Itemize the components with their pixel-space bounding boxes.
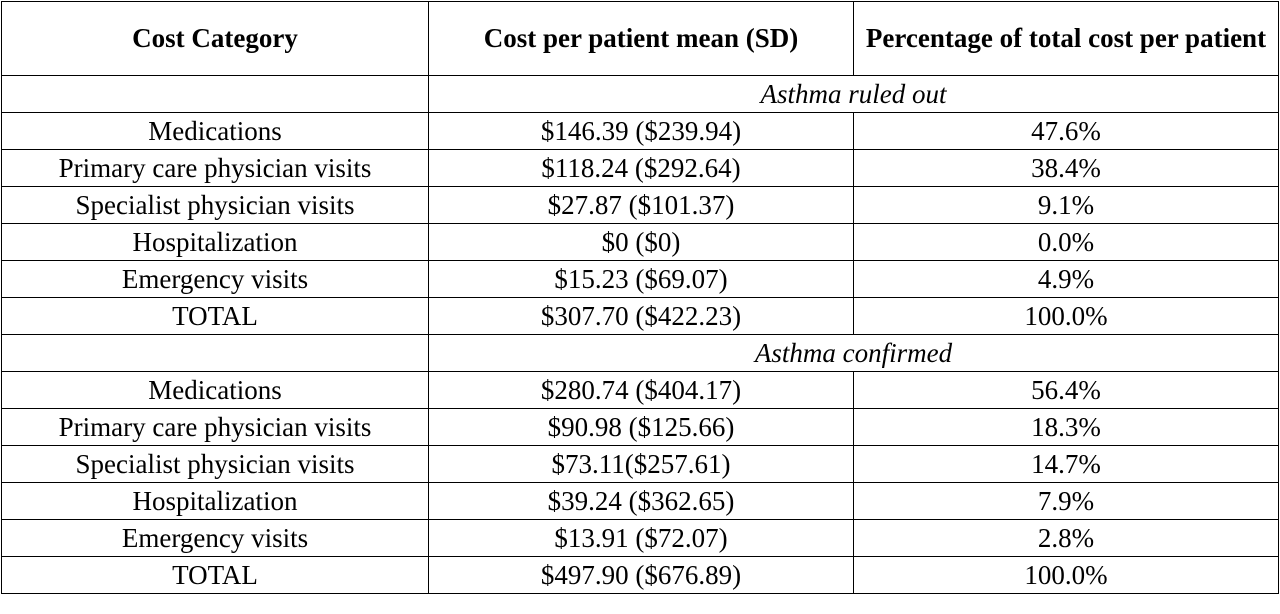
table-row: Emergency visits $15.23 ($69.07) 4.9% <box>1 260 1279 298</box>
table-row: Primary care physician visits $118.24 ($2… <box>1 149 1279 187</box>
cell-category: Hospitalization <box>1 482 429 520</box>
cell-percent: 9.1% <box>853 186 1279 224</box>
cell-category: TOTAL <box>1 297 429 335</box>
cell-cost: $39.24 ($362.65) <box>428 482 854 520</box>
table-row: Medications $146.39 ($239.94) 47.6% <box>1 112 1279 150</box>
cell-category: Emergency visits <box>1 519 429 557</box>
section-empty-cell <box>1 334 429 372</box>
cell-cost: $90.98 ($125.66) <box>428 408 854 446</box>
cell-percent: 47.6% <box>853 112 1279 150</box>
section-label: Asthma confirmed <box>428 334 1279 372</box>
cell-cost: $307.70 ($422.23) <box>428 297 854 335</box>
cell-cost: $280.74 ($404.17) <box>428 371 854 409</box>
cell-percent: 56.4% <box>853 371 1279 409</box>
cell-category: Medications <box>1 371 429 409</box>
cell-category: TOTAL <box>1 556 429 594</box>
cell-cost: $0 ($0) <box>428 223 854 261</box>
section-label: Asthma ruled out <box>428 75 1279 113</box>
cell-category: Hospitalization <box>1 223 429 261</box>
header-cost-category: Cost Category <box>1 1 429 76</box>
table-row: Hospitalization $39.24 ($362.65) 7.9% <box>1 482 1279 520</box>
cell-cost: $146.39 ($239.94) <box>428 112 854 150</box>
table-row: Specialist physician visits $73.11($257.6… <box>1 445 1279 483</box>
cell-percent: 18.3% <box>853 408 1279 446</box>
table-row: TOTAL $497.90 ($676.89) 100.0% <box>1 556 1279 594</box>
header-row: Cost Category Cost per patient mean (SD)… <box>1 1 1279 76</box>
cell-cost: $15.23 ($69.07) <box>428 260 854 298</box>
section-row: Asthma ruled out <box>1 75 1279 113</box>
cost-table: Cost Category Cost per patient mean (SD)… <box>1 1 1279 594</box>
header-cost-per-patient: Cost per patient mean (SD) <box>428 1 854 76</box>
table-row: Hospitalization $0 ($0) 0.0% <box>1 223 1279 261</box>
cell-category: Medications <box>1 112 429 150</box>
table-row: Emergency visits $13.91 ($72.07) 2.8% <box>1 519 1279 557</box>
header-percentage-total: Percentage of total cost per patient <box>853 1 1279 76</box>
cell-cost: $27.87 ($101.37) <box>428 186 854 224</box>
cell-percent: 14.7% <box>853 445 1279 483</box>
cell-percent: 7.9% <box>853 482 1279 520</box>
cell-percent: 100.0% <box>853 556 1279 594</box>
cell-cost: $13.91 ($72.07) <box>428 519 854 557</box>
cell-percent: 2.8% <box>853 519 1279 557</box>
table-row: TOTAL $307.70 ($422.23) 100.0% <box>1 297 1279 335</box>
section-row: Asthma confirmed <box>1 334 1279 372</box>
table-row: Specialist physician visits $27.87 ($101.… <box>1 186 1279 224</box>
cell-category: Primary care physician visits <box>1 408 429 446</box>
cell-percent: 100.0% <box>853 297 1279 335</box>
cell-cost: $73.11($257.61) <box>428 445 854 483</box>
cell-category: Specialist physician visits <box>1 445 429 483</box>
cell-category: Specialist physician visits <box>1 186 429 224</box>
cell-category: Emergency visits <box>1 260 429 298</box>
cell-category: Primary care physician visits <box>1 149 429 187</box>
cell-percent: 4.9% <box>853 260 1279 298</box>
cell-cost: $497.90 ($676.89) <box>428 556 854 594</box>
cell-percent: 0.0% <box>853 223 1279 261</box>
cell-cost: $118.24 ($292.64) <box>428 149 854 187</box>
table-row: Primary care physician visits $90.98 ($12… <box>1 408 1279 446</box>
section-empty-cell <box>1 75 429 113</box>
table-body: Asthma ruled out Medications $146.39 ($239… <box>1 75 1279 594</box>
table-row: Medications $280.74 ($404.17) 56.4% <box>1 371 1279 409</box>
cell-percent: 38.4% <box>853 149 1279 187</box>
